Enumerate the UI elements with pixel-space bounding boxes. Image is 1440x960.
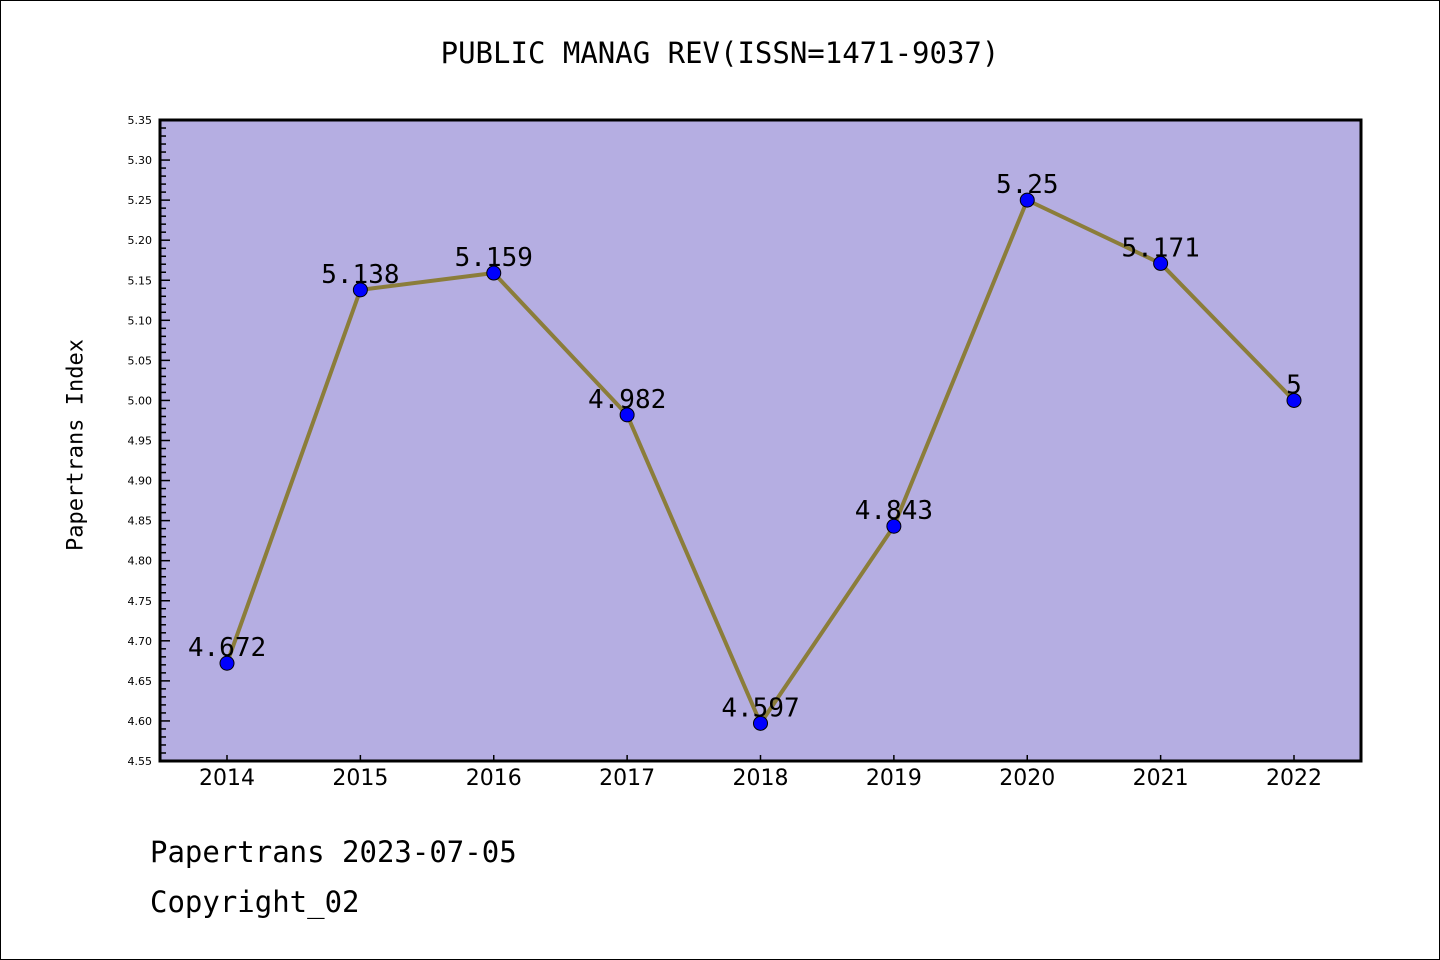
x-tick-label: 2018 [733,766,789,791]
y-tick-label: 4.60 [128,715,153,728]
y-tick-label: 5.05 [128,354,153,367]
x-tick-label: 2016 [466,766,522,791]
footer-copyright: Copyright_02 [150,885,360,919]
y-tick-label: 5.15 [128,274,153,287]
y-tick-label: 4.75 [128,595,153,608]
data-label: 5.171 [1121,233,1199,263]
y-tick-label: 5.20 [128,234,153,247]
x-tick-label: 2015 [332,766,388,791]
x-tick-label: 2014 [199,766,255,791]
chart-title: PUBLIC MANAG REV(ISSN=1471-9037) [440,36,1000,70]
data-point [1019,192,1035,208]
data-label: 5.159 [455,243,533,273]
data-point [753,715,768,731]
y-tick-label: 4.65 [128,675,153,688]
y-tick-label: 4.80 [128,555,153,568]
y-tick-label: 4.85 [128,515,153,528]
data-label: 5.25 [996,170,1059,200]
x-tick-label: 2019 [866,766,922,791]
data-point [619,407,635,423]
data-point [1286,392,1302,408]
y-tick-label: 4.70 [128,635,153,648]
x-tick-label: 2021 [1133,766,1189,791]
y-tick-label: 5.10 [128,314,153,327]
y-tick-label: 5.25 [128,194,153,207]
data-label: 4.982 [588,385,666,415]
data-label: 4.672 [188,633,266,663]
plot-border [158,118,1363,763]
y-tick-label: 5.35 [128,114,153,127]
data-label: 4.597 [721,693,799,723]
plot-area [160,120,1361,761]
data-point [219,655,235,671]
data-point [1153,255,1169,271]
footer-date: Papertrans 2023-07-05 [150,835,517,869]
data-point [486,265,502,281]
y-tick-label: 5.30 [128,154,153,167]
data-label: 5.138 [321,260,399,290]
data-point [886,518,902,534]
x-tick-label: 2020 [999,766,1055,791]
x-tick-label: 2022 [1266,766,1322,791]
data-point [352,282,368,298]
y-tick-label: 4.95 [128,435,153,448]
y-tick-label: 5.00 [128,394,153,407]
y-tick-label: 4.55 [128,755,153,768]
data-label: 5 [1286,370,1302,400]
x-tick-label: 2017 [599,766,655,791]
y-tick-label: 4.90 [128,475,153,488]
data-label: 4.843 [855,496,933,526]
